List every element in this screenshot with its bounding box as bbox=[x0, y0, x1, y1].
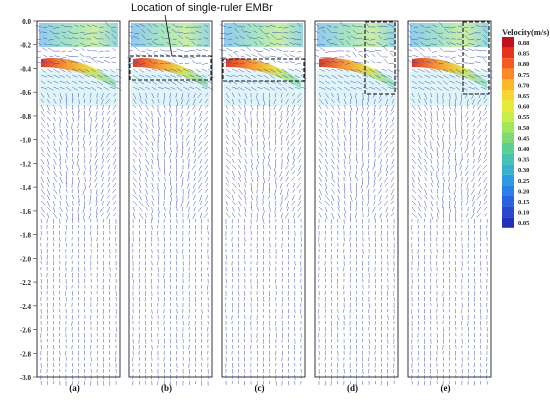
colorbar-swatch bbox=[502, 154, 514, 165]
panel-label: (b) bbox=[161, 383, 172, 393]
panel-d: (d) bbox=[314, 21, 400, 393]
upper-roll-region bbox=[224, 23, 303, 47]
y-tick-label: -2.0 bbox=[20, 255, 32, 263]
colorbar-swatch bbox=[502, 132, 514, 143]
y-tick-label: -2.4 bbox=[20, 303, 32, 311]
upper-roll-region bbox=[131, 23, 210, 47]
colorbar-tick-label: 0.35 bbox=[518, 157, 530, 164]
colorbar-swatch bbox=[502, 111, 514, 122]
y-tick-label: -2.8 bbox=[20, 350, 32, 358]
upper-roll-region bbox=[410, 23, 489, 47]
colorbar-swatch bbox=[502, 58, 514, 69]
colorbar-tick-label: 0.15 bbox=[518, 199, 530, 206]
colorbar-swatch bbox=[502, 37, 514, 48]
colorbar-tick-label: 0.85 bbox=[518, 51, 530, 58]
colorbar-swatch bbox=[502, 90, 514, 101]
y-tick-label: -0.6 bbox=[20, 89, 32, 97]
colorbar-swatch bbox=[502, 79, 514, 90]
y-tick-label: 0.0 bbox=[22, 18, 31, 26]
colorbar-title: Velocity(m/s) bbox=[502, 27, 549, 37]
y-tick-label: -2.2 bbox=[20, 279, 32, 287]
colorbar-tick-label: 0.30 bbox=[518, 167, 529, 174]
colorbar-tick-label: 0.50 bbox=[518, 125, 529, 132]
colorbar-tick-label: 0.05 bbox=[518, 220, 530, 227]
y-axis: 0.0 -0.2 -0.4 -0.6 -0.8 -1.0 -1.2 -1.4 -1.6 -1.8 -… bbox=[20, 18, 37, 382]
y-tick-label: -0.2 bbox=[20, 42, 32, 50]
colorbar-swatch bbox=[502, 143, 514, 154]
y-tick-label: -0.8 bbox=[20, 113, 32, 121]
colorbar-swatch bbox=[502, 207, 514, 218]
colorbar-swatch bbox=[502, 185, 514, 196]
panel-label: (e) bbox=[441, 383, 451, 393]
colorbar-tick-label: 0.25 bbox=[518, 178, 530, 185]
y-tick-label: -1.2 bbox=[20, 160, 32, 168]
vector-arrow bbox=[331, 381, 332, 386]
y-tick-label: -1.4 bbox=[20, 184, 32, 192]
colorbar-swatch bbox=[502, 101, 514, 112]
upper-roll-region bbox=[39, 23, 118, 47]
colorbar: 0.88 0.85 0.80 0.75 0.70 0.65 0.60 0.55 0.50 0.45… bbox=[502, 37, 530, 228]
y-tick-label: -2.6 bbox=[20, 327, 32, 335]
colorbar-tick-label: 0.20 bbox=[518, 188, 529, 195]
colorbar-tick-label: 0.40 bbox=[518, 146, 529, 153]
panel-label: (a) bbox=[69, 383, 80, 393]
panel-c: (c) bbox=[219, 21, 306, 393]
colorbar-tick-label: 0.70 bbox=[518, 82, 529, 89]
y-tick-label: -3.0 bbox=[20, 374, 32, 382]
colorbar-tick-label: 0.45 bbox=[518, 135, 530, 142]
colorbar-swatch bbox=[502, 217, 514, 228]
y-tick-label: -1.6 bbox=[20, 208, 32, 216]
colorbar-swatch bbox=[502, 48, 514, 59]
colorbar-tick-label: 0.80 bbox=[518, 61, 529, 68]
panel-label: (c) bbox=[255, 383, 265, 393]
colorbar-swatch bbox=[502, 175, 514, 186]
colorbar-tick-label: 0.88 bbox=[518, 40, 530, 47]
colorbar-swatch bbox=[502, 69, 514, 80]
colorbar-swatch bbox=[502, 164, 514, 175]
colorbar-tick-label: 0.10 bbox=[518, 210, 529, 217]
colorbar-tick-label: 0.55 bbox=[518, 114, 530, 121]
panel-b: (b) bbox=[127, 21, 213, 393]
colorbar-tick-label: 0.75 bbox=[518, 72, 530, 79]
panel-e: (e) bbox=[407, 21, 493, 393]
panel-a: (a) bbox=[36, 21, 122, 393]
panel-group: (a) (b) (c) (d) (e) bbox=[36, 15, 493, 393]
colorbar-tick-label: 0.65 bbox=[518, 93, 530, 100]
y-tick-label: -0.4 bbox=[20, 65, 32, 73]
panel-label: (d) bbox=[347, 383, 358, 393]
colorbar-swatch bbox=[502, 122, 514, 133]
embr-location-annotation: Location of single-ruler EMBr bbox=[131, 2, 273, 14]
colorbar-swatch bbox=[502, 196, 514, 207]
y-tick-label: -1.8 bbox=[20, 232, 32, 240]
colorbar-tick-label: 0.60 bbox=[518, 104, 529, 111]
y-tick-label: -1.0 bbox=[20, 137, 32, 145]
